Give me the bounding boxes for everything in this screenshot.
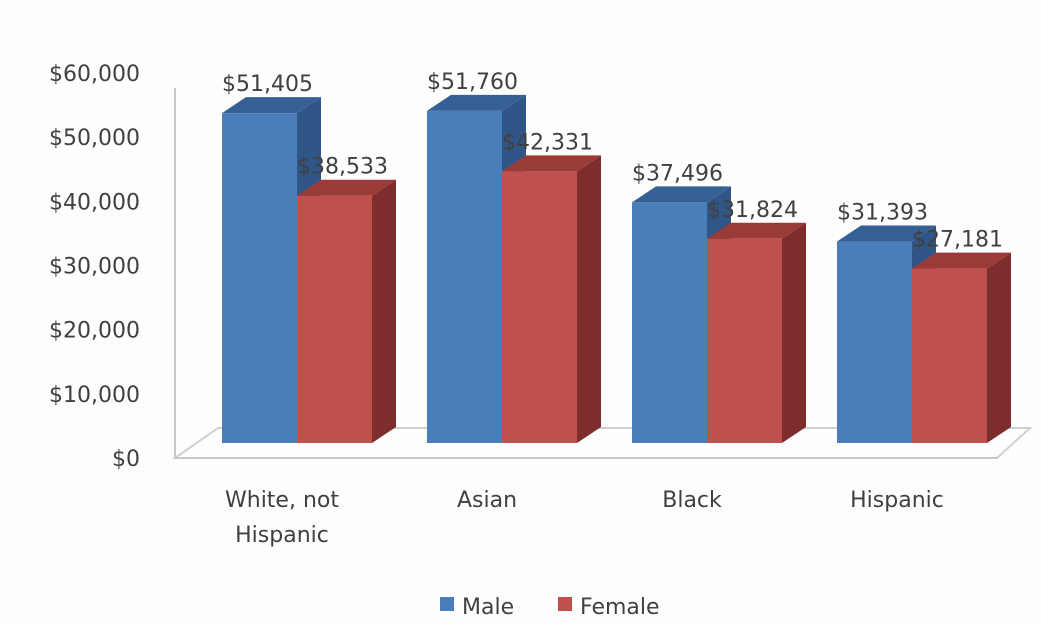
- legend: Male Female: [440, 595, 660, 620]
- legend-label: Female: [580, 595, 660, 620]
- bar-female-1: [502, 155, 601, 443]
- y-tick-label: $10,000: [49, 383, 140, 408]
- bar-side-face: [782, 222, 806, 443]
- data-label-female: $27,181: [912, 228, 1003, 253]
- data-labels: $51,405 $38,533 $51,760 $42,331 $37,496 $31,8…: [222, 70, 1003, 253]
- data-label-male: $31,393: [837, 201, 928, 226]
- data-label-male: $37,496: [632, 161, 723, 186]
- bar-top-face: [912, 252, 1011, 269]
- x-axis-categories: White, not Hispanic Asian Black Hispanic: [225, 488, 944, 548]
- bar-front-face: [222, 113, 297, 444]
- y-tick-label: $60,000: [49, 62, 140, 87]
- x-category-label: White, not Hispanic: [225, 488, 339, 548]
- bar-front-face: [837, 241, 912, 443]
- bar-female-0: [297, 179, 396, 443]
- bar-top-face: [707, 222, 806, 239]
- bars: [222, 94, 1011, 444]
- bar-female-2: [707, 222, 806, 443]
- y-tick-label: $30,000: [49, 255, 140, 280]
- bar-top-face: [632, 186, 731, 203]
- x-category-label: Hispanic: [850, 488, 944, 513]
- bar-front-face: [297, 195, 372, 443]
- bar-female-3: [912, 252, 1011, 443]
- x-category-label: Asian: [457, 488, 517, 513]
- data-label-female: $38,533: [297, 155, 388, 180]
- y-tick-label: $50,000: [49, 126, 140, 151]
- legend-item-male: Male: [440, 595, 514, 620]
- legend-swatch: [558, 597, 572, 611]
- y-tick-label: $40,000: [49, 190, 140, 215]
- bar-top-face: [297, 179, 396, 196]
- bar-male-3: [837, 225, 936, 443]
- y-tick-label: $0: [112, 447, 140, 472]
- bar-front-face: [707, 238, 782, 443]
- legend-item-female: Female: [558, 595, 660, 620]
- bar-front-face: [502, 171, 577, 443]
- bar-top-face: [222, 97, 321, 114]
- bar-side-face: [987, 252, 1011, 443]
- bar-side-face: [577, 155, 601, 443]
- bar-front-face: [632, 202, 707, 443]
- x-category-label: Black: [662, 488, 722, 513]
- bar-top-face: [837, 225, 936, 242]
- chart-floor: [171, 427, 1033, 459]
- legend-label: Male: [462, 595, 514, 620]
- data-label-male: $51,405: [222, 72, 313, 97]
- bar-top-face: [502, 155, 601, 172]
- data-label-female: $31,824: [707, 198, 798, 223]
- y-tick-label: $20,000: [49, 319, 140, 344]
- bar-side-face: [372, 179, 396, 443]
- data-label-female: $42,331: [502, 130, 593, 155]
- bar-front-face: [912, 268, 987, 443]
- bar-front-face: [427, 110, 502, 443]
- bar-top-face: [427, 94, 526, 111]
- y-axis: $0 $10,000 $20,000 $30,000 $40,000 $50,000 $60…: [49, 62, 176, 472]
- legend-swatch: [440, 597, 454, 611]
- data-label-male: $51,760: [427, 70, 518, 95]
